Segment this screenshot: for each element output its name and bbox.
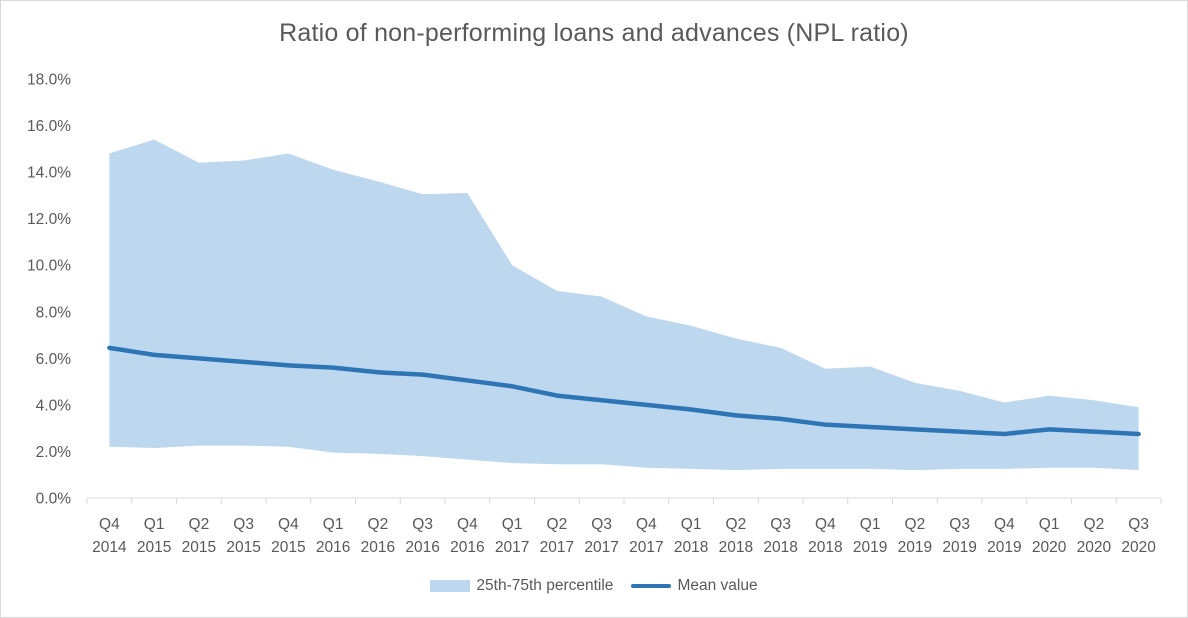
- y-tick-label: 0.0%: [36, 491, 72, 508]
- y-tick-label: 4.0%: [36, 397, 72, 414]
- x-tick-label: Q3 2017: [584, 516, 618, 556]
- x-tick-quarter: Q3: [770, 516, 791, 533]
- x-tick-quarter: Q4: [99, 516, 120, 533]
- x-tick-quarter: Q4: [457, 516, 478, 533]
- x-tick-quarter: Q3: [1128, 516, 1149, 533]
- legend-item-percentile-band: 25th-75th percentile: [430, 577, 613, 595]
- x-tick-quarter: Q1: [144, 516, 165, 533]
- x-tick-quarter: Q3: [412, 516, 433, 533]
- x-tick-year: 2019: [853, 539, 887, 556]
- legend-swatch-band: [430, 580, 471, 592]
- x-tick-labels: Q4 2014 Q1 2015 Q2 2015 Q3 2015 Q4 2015 Q1 2016 Q2 20…: [92, 516, 1156, 556]
- x-tick-quarter: Q4: [278, 516, 299, 533]
- x-tick-label: Q2 2020: [1077, 516, 1112, 556]
- x-tick-label: Q3 2019: [942, 516, 976, 556]
- x-tick-year: 2015: [271, 539, 305, 556]
- x-tick-label: Q2 2016: [361, 516, 395, 556]
- x-tick-quarter: Q2: [547, 516, 568, 533]
- x-tick-year: 2016: [361, 539, 395, 556]
- x-tick-year: 2017: [584, 539, 618, 556]
- y-tick-labels: 0.0% 2.0% 4.0% 6.0% 8.0% 10.0% 12.0% 14.0% 16.0%…: [27, 72, 71, 508]
- x-tick-quarter: Q1: [502, 516, 523, 533]
- x-tick-label: Q4 2018: [808, 516, 842, 556]
- x-tick-year: 2020: [1121, 539, 1156, 556]
- x-tick-year: 2015: [182, 539, 216, 556]
- x-tick-quarter: Q1: [1039, 516, 1060, 533]
- x-tick-label: Q4 2019: [987, 516, 1021, 556]
- x-tick-quarter: Q3: [233, 516, 254, 533]
- x-tick-year: 2017: [495, 539, 529, 556]
- x-tick-year: 2018: [763, 539, 797, 556]
- x-tick-quarter: Q2: [368, 516, 389, 533]
- x-tick-quarter: Q2: [189, 516, 210, 533]
- x-tick-label: Q4 2015: [271, 516, 305, 556]
- x-tick-label: Q2 2018: [719, 516, 753, 556]
- line-layer: [107, 345, 1141, 437]
- x-tick-label: Q1 2018: [674, 516, 708, 556]
- chart-title: Ratio of non-performing loans and advanc…: [279, 19, 909, 47]
- x-tick-quarter: Q3: [591, 516, 612, 533]
- x-tick-label: Q3 2015: [226, 516, 260, 556]
- y-tick-label: 6.0%: [36, 351, 72, 368]
- x-tick-quarter: Q4: [994, 516, 1015, 533]
- y-tick-label: 18.0%: [27, 72, 71, 89]
- y-tick-label: 2.0%: [36, 444, 72, 461]
- x-tick-label: Q2 2017: [540, 516, 574, 556]
- x-tick-year: 2017: [629, 539, 663, 556]
- x-tick-year: 2019: [987, 539, 1021, 556]
- x-tick-quarter: Q4: [815, 516, 836, 533]
- y-tick-label: 14.0%: [27, 165, 71, 182]
- x-tick-year: 2020: [1032, 539, 1067, 556]
- percentile-band-area: [109, 139, 1139, 471]
- x-tick-year: 2017: [540, 539, 574, 556]
- x-tick-year: 2018: [719, 539, 753, 556]
- x-tick-label: Q3 2016: [405, 516, 439, 556]
- x-tick-label: Q4 2016: [450, 516, 484, 556]
- x-tick-label: Q1 2017: [495, 516, 529, 556]
- y-tick-label: 16.0%: [27, 118, 71, 135]
- x-tick-year: 2014: [92, 539, 127, 556]
- x-tick-year: 2016: [316, 539, 350, 556]
- y-tick-label: 12.0%: [27, 211, 71, 228]
- x-tick-year: 2015: [226, 539, 260, 556]
- x-tick-quarter: Q2: [1084, 516, 1105, 533]
- mean-value-line: [107, 345, 1141, 437]
- axis-layer: [86, 497, 1162, 504]
- x-tick-quarter: Q4: [636, 516, 657, 533]
- x-tick-year: 2020: [1077, 539, 1112, 556]
- x-tick-label: Q1 2016: [316, 516, 350, 556]
- y-tick-label: 8.0%: [36, 304, 72, 321]
- x-tick-year: 2018: [674, 539, 708, 556]
- x-tick-label: Q2 2019: [898, 516, 932, 556]
- x-tick-label: Q4 2014: [92, 516, 127, 556]
- x-tick-year: 2019: [898, 539, 932, 556]
- x-tick-label: Q3 2018: [763, 516, 797, 556]
- x-tick-label: Q1 2015: [137, 516, 171, 556]
- x-tick-quarter: Q1: [681, 516, 702, 533]
- x-tick-year: 2016: [405, 539, 439, 556]
- x-tick-label: Q1 2020: [1032, 516, 1067, 556]
- band-layer: [109, 139, 1139, 471]
- x-tick-label: Q4 2017: [629, 516, 663, 556]
- x-tick-quarter: Q1: [323, 516, 344, 533]
- legend-label-band: 25th-75th percentile: [476, 577, 614, 594]
- x-tick-label: Q2 2015: [182, 516, 216, 556]
- x-tick-year: 2019: [942, 539, 976, 556]
- legend-item-mean-value: Mean value: [631, 577, 758, 595]
- x-tick-quarter: Q3: [949, 516, 970, 533]
- legend-swatch-mean-line: [631, 584, 672, 588]
- x-tick-quarter: Q2: [726, 516, 747, 533]
- legend-label-mean: Mean value: [677, 577, 758, 594]
- x-tick-label: Q3 2020: [1121, 516, 1156, 556]
- x-tick-quarter: Q2: [905, 516, 926, 533]
- x-tick-year: 2016: [450, 539, 484, 556]
- legend: 25th-75th percentile Mean value: [1, 577, 1187, 595]
- x-tick-year: 2018: [808, 539, 842, 556]
- x-tick-year: 2015: [137, 539, 171, 556]
- x-tick-quarter: Q1: [860, 516, 881, 533]
- x-tick-label: Q1 2019: [853, 516, 887, 556]
- y-tick-label: 10.0%: [27, 258, 71, 275]
